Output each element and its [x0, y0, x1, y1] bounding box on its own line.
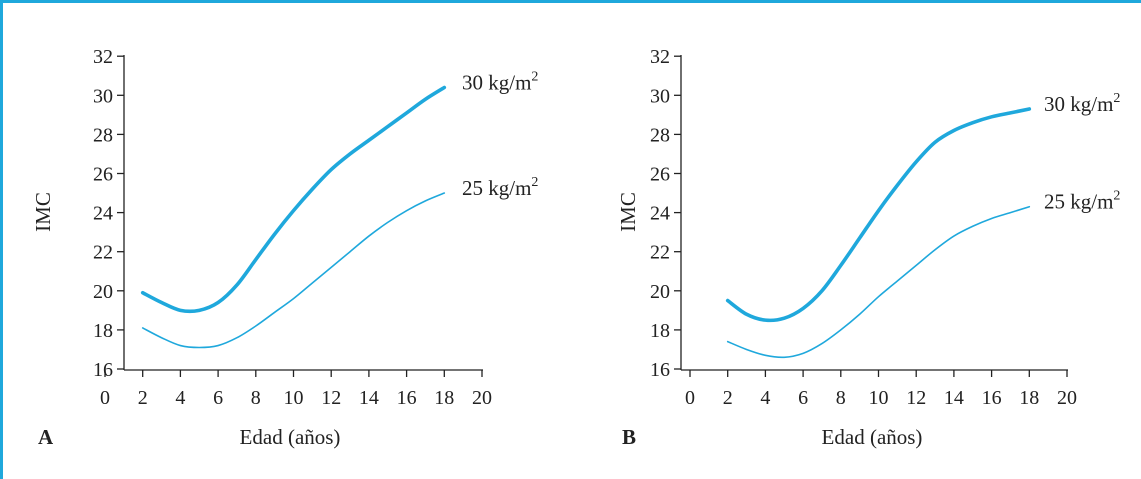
x-tick-label: 16	[982, 387, 1002, 409]
y-tick-label: 18	[93, 320, 113, 342]
y-tick-label: 30	[650, 85, 670, 107]
y-tick-label: 24	[650, 203, 670, 225]
x-tick-label: 18	[434, 387, 454, 409]
y-tick-label: 26	[93, 164, 113, 186]
series-line-25	[726, 205, 1031, 359]
series-label: 30 kg/m2	[462, 69, 538, 94]
y-tick-label: 16	[650, 359, 670, 381]
x-tick-label: 4	[175, 387, 185, 409]
x-tick-label: 0	[685, 387, 695, 409]
x-tick-label: 10	[284, 387, 304, 409]
x-tick-label: 12	[321, 387, 341, 409]
y-tick-label: 24	[93, 203, 113, 225]
y-tick-label: 18	[650, 320, 670, 342]
y-axis-title: IMC	[616, 192, 640, 232]
series-label-text: 25 kg/m	[1044, 190, 1113, 214]
x-tick-label: 6	[798, 387, 808, 409]
y-tick-label: 28	[93, 124, 113, 146]
y-tick-label: 32	[650, 46, 670, 68]
x-tick-label: 2	[723, 387, 733, 409]
x-tick-label: 12	[906, 387, 926, 409]
y-tick-label: 26	[650, 164, 670, 186]
x-axis-title: Edad (años)	[822, 425, 923, 449]
x-tick-label: 8	[251, 387, 261, 409]
series-label-text: 30 kg/m	[462, 70, 531, 94]
y-tick-label: 16	[93, 359, 113, 381]
series-line-30	[140, 85, 447, 314]
y-tick-label: 32	[93, 46, 113, 68]
x-tick-label: 14	[359, 387, 379, 409]
y-tick-label: 22	[650, 242, 670, 264]
x-tick-label: 18	[1019, 387, 1039, 409]
x-axis-title: Edad (años)	[240, 425, 341, 449]
y-tick-label: 20	[93, 281, 113, 303]
x-tick-label: 10	[869, 387, 889, 409]
x-tick-label: 6	[213, 387, 223, 409]
series-label-text: 30 kg/m	[1044, 92, 1113, 116]
panel-letter: B	[622, 425, 636, 449]
y-axis-title: IMC	[31, 192, 55, 232]
series-label: 30 kg/m2	[1044, 91, 1120, 116]
x-tick-label: 4	[760, 387, 770, 409]
y-tick-label: 30	[93, 85, 113, 107]
series-label-superscript: 2	[1113, 189, 1120, 204]
x-tick-label: 16	[397, 387, 417, 409]
series-label-text: 25 kg/m	[462, 176, 531, 200]
series-line-25	[141, 192, 446, 349]
panel-letter: A	[38, 425, 54, 449]
x-tick-label: 20	[1057, 387, 1077, 409]
series-label-superscript: 2	[531, 69, 538, 84]
x-tick-label: 2	[138, 387, 148, 409]
x-tick-label: 20	[472, 387, 492, 409]
x-tick-label: 14	[944, 387, 964, 409]
series-label-superscript: 2	[1113, 91, 1120, 106]
y-tick-label: 22	[93, 242, 113, 264]
series-label-superscript: 2	[531, 175, 538, 190]
x-tick-label: 0	[100, 387, 110, 409]
x-tick-label: 8	[836, 387, 846, 409]
series-label: 25 kg/m2	[1044, 189, 1120, 214]
series-line-30	[725, 107, 1032, 323]
series-label: 25 kg/m2	[462, 175, 538, 200]
y-tick-label: 20	[650, 281, 670, 303]
y-tick-label: 28	[650, 124, 670, 146]
